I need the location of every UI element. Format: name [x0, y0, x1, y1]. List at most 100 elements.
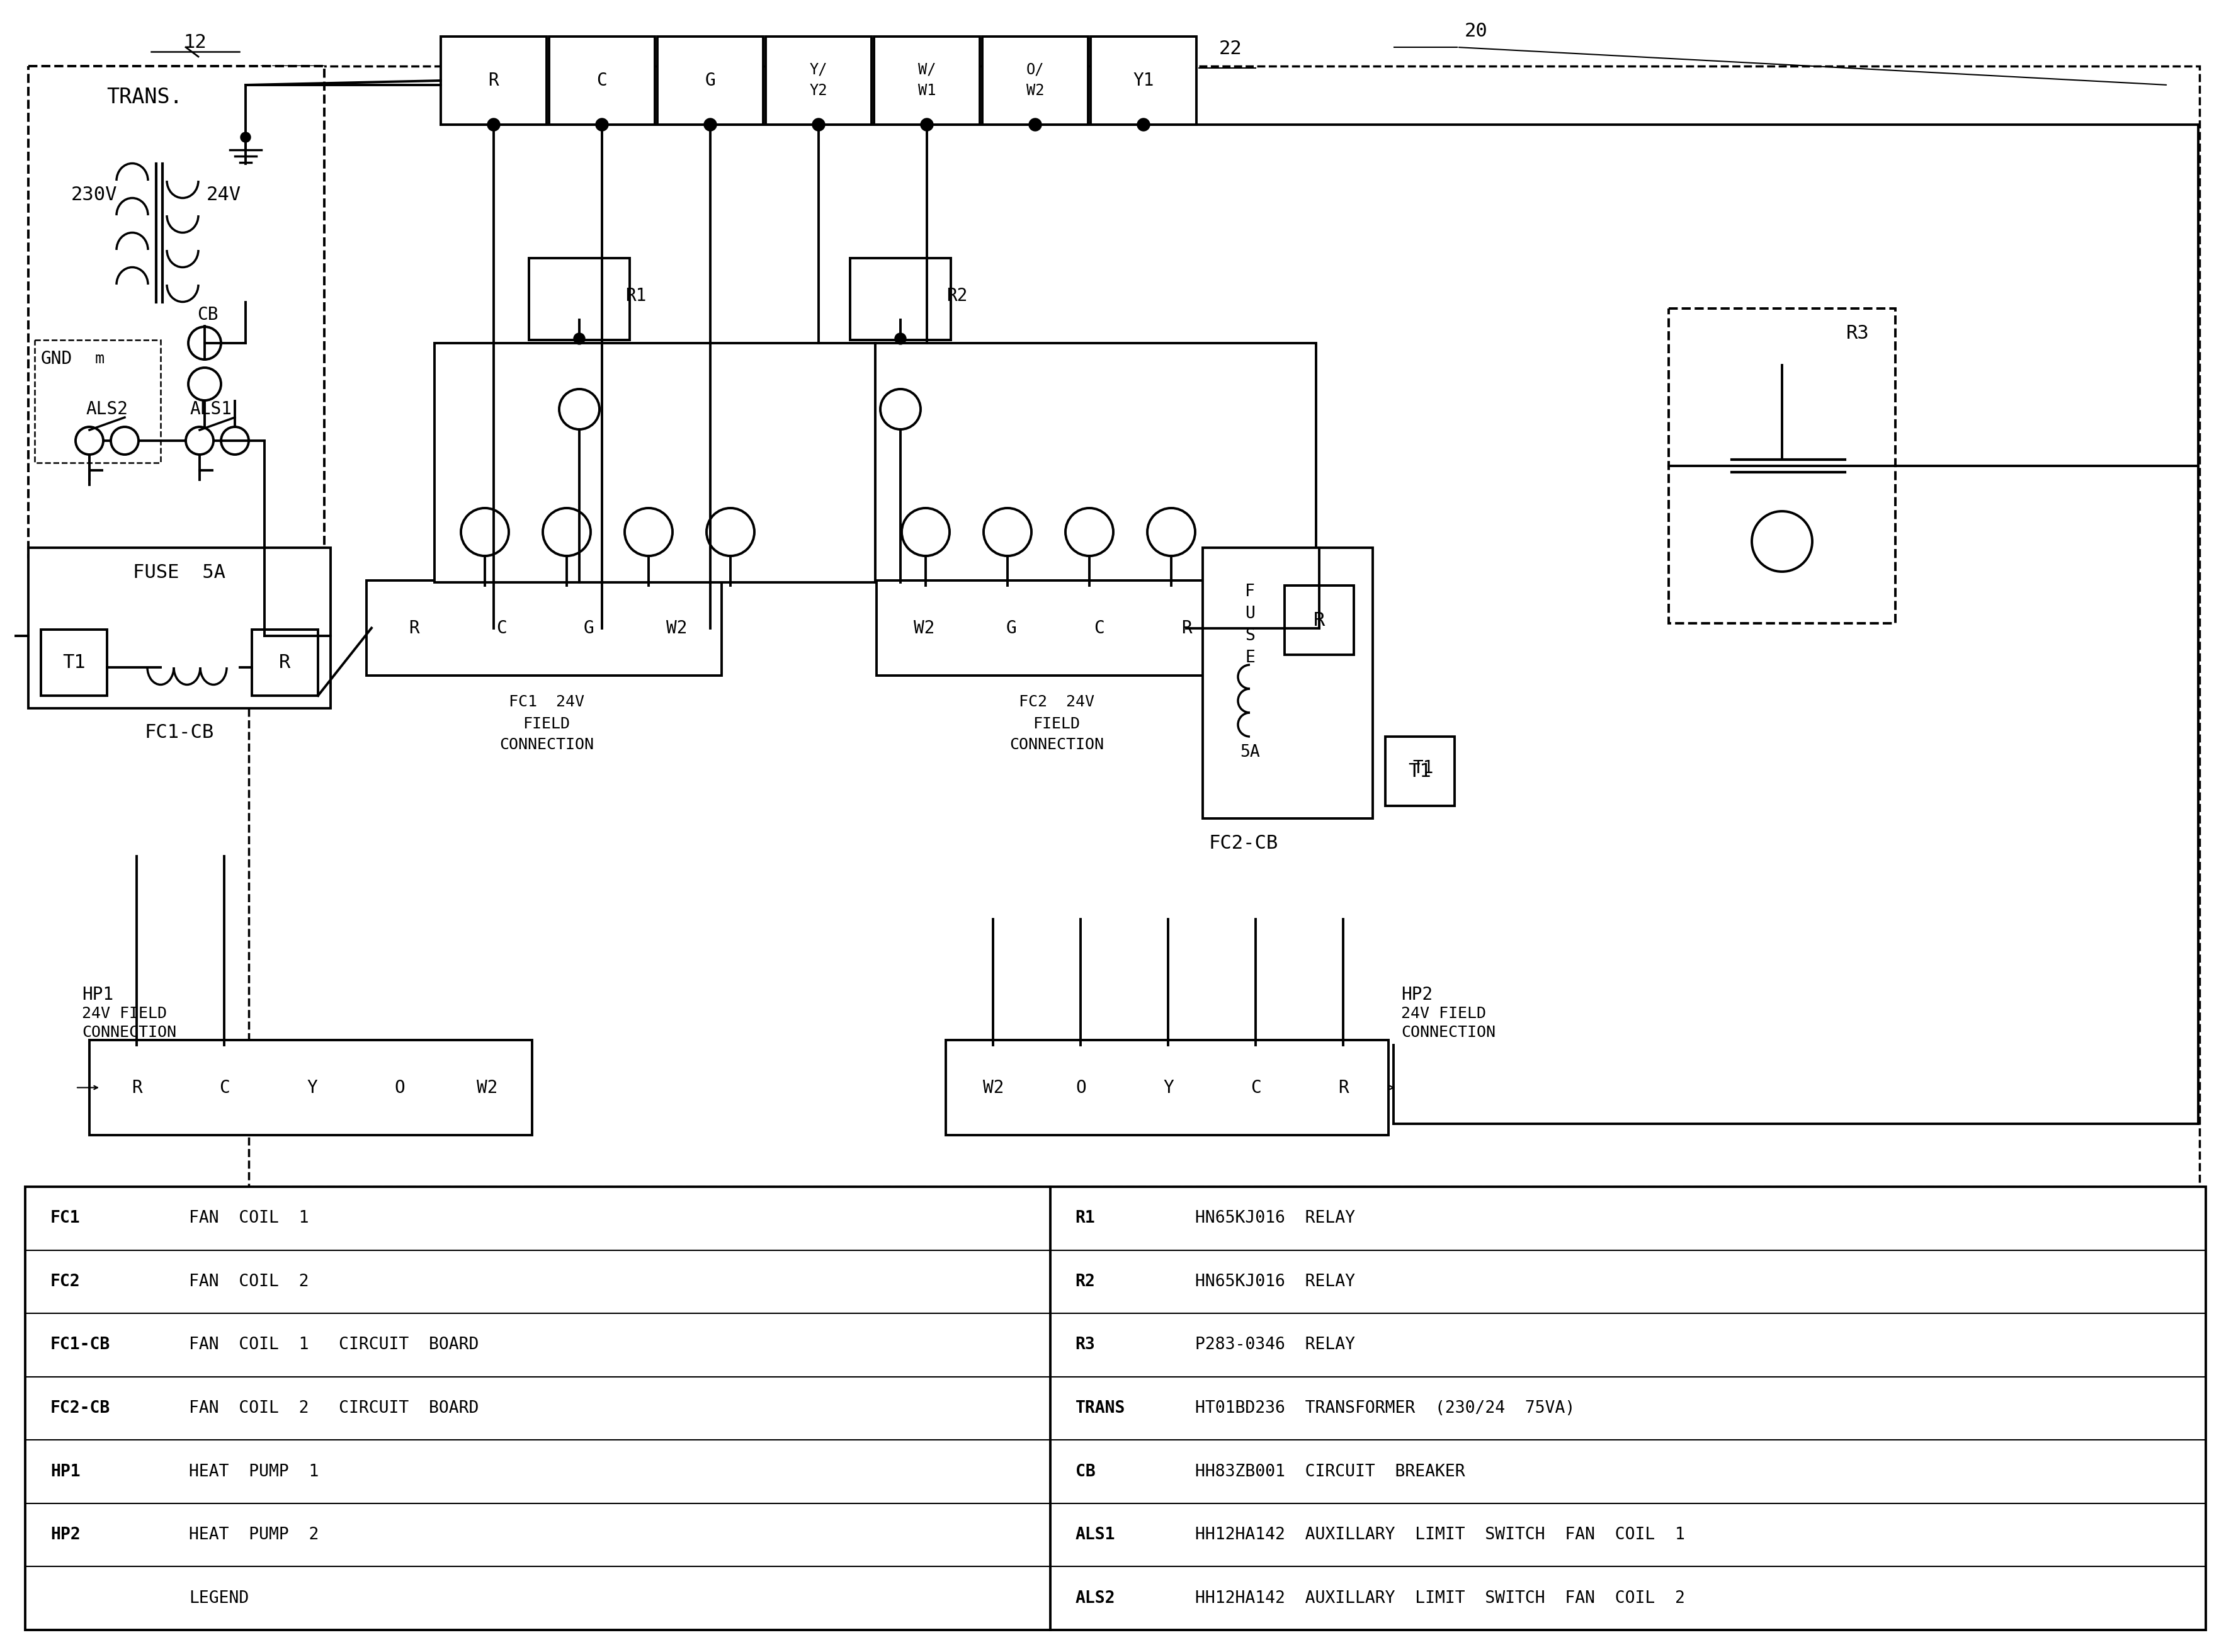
- Bar: [25, 1186, 2206, 1631]
- Text: 20: 20: [1464, 23, 1488, 41]
- Bar: [1091, 36, 1196, 124]
- Bar: [1385, 737, 1455, 806]
- Bar: [875, 36, 979, 124]
- Text: CONNECTION: CONNECTION: [1401, 1024, 1495, 1041]
- Text: Y: Y: [1162, 1079, 1174, 1097]
- Text: HP2: HP2: [1401, 986, 1432, 1003]
- Text: FIELD: FIELD: [522, 717, 571, 732]
- Text: FAN  COIL  1   CIRCUIT  BOARD: FAN COIL 1 CIRCUIT BOARD: [190, 1336, 480, 1353]
- Text: R2: R2: [1075, 1274, 1095, 1290]
- Bar: [1127, 1046, 1211, 1130]
- Text: FUSE  5A: FUSE 5A: [134, 563, 225, 582]
- Bar: [950, 1046, 1035, 1130]
- Text: FAN  COIL  1: FAN COIL 1: [190, 1211, 308, 1226]
- Text: T1: T1: [1408, 762, 1432, 780]
- Text: R: R: [489, 71, 500, 89]
- Bar: [1037, 1046, 1124, 1130]
- Text: CONNECTION: CONNECTION: [83, 1024, 176, 1041]
- Bar: [29, 548, 330, 709]
- Text: HP2: HP2: [51, 1526, 80, 1543]
- Text: FC2  24V: FC2 24V: [1020, 694, 1095, 709]
- Bar: [634, 585, 718, 671]
- Bar: [252, 629, 319, 695]
- Text: ALS1: ALS1: [190, 400, 232, 418]
- Circle shape: [921, 119, 933, 131]
- Text: HN65KJ016  RELAY: HN65KJ016 RELAY: [1196, 1274, 1354, 1290]
- Text: HEAT  PUMP  2: HEAT PUMP 2: [190, 1526, 319, 1543]
- Text: R: R: [408, 620, 419, 636]
- Text: T1: T1: [62, 654, 85, 672]
- Text: E: E: [1245, 649, 1254, 666]
- Circle shape: [573, 334, 585, 344]
- Text: G: G: [585, 620, 593, 636]
- Text: HH83ZB001  CIRCUIT  BREAKER: HH83ZB001 CIRCUIT BREAKER: [1196, 1464, 1466, 1480]
- Bar: [89, 1041, 531, 1135]
- Text: R: R: [132, 1079, 143, 1097]
- Bar: [850, 258, 950, 340]
- Bar: [549, 36, 656, 124]
- Text: ALS2: ALS2: [1075, 1591, 1116, 1606]
- Text: W2: W2: [912, 620, 935, 636]
- Text: W2: W2: [667, 620, 687, 636]
- Text: 12: 12: [183, 33, 207, 51]
- Text: Y1: Y1: [1133, 71, 1153, 89]
- Text: FC1-CB: FC1-CB: [51, 1336, 109, 1353]
- Bar: [40, 629, 107, 695]
- Bar: [946, 1041, 1388, 1135]
- Text: FC2-CB: FC2-CB: [1209, 834, 1278, 852]
- Text: R: R: [279, 654, 290, 672]
- Text: Y2: Y2: [810, 83, 828, 97]
- Text: W2: W2: [1026, 83, 1044, 97]
- Bar: [1301, 1046, 1385, 1130]
- Text: R: R: [1314, 611, 1325, 629]
- Circle shape: [596, 119, 609, 131]
- Text: W2: W2: [477, 1079, 498, 1097]
- Bar: [547, 585, 631, 671]
- Text: F: F: [1245, 583, 1254, 600]
- Text: HP1: HP1: [83, 986, 114, 1003]
- Text: Y/: Y/: [810, 61, 828, 76]
- Bar: [248, 66, 2200, 1186]
- Text: CONNECTION: CONNECTION: [1008, 737, 1104, 752]
- Text: 24V FIELD: 24V FIELD: [1401, 1006, 1486, 1021]
- Text: C: C: [596, 71, 607, 89]
- Text: O: O: [395, 1079, 404, 1097]
- Text: C: C: [1252, 1079, 1261, 1097]
- Text: O: O: [1075, 1079, 1086, 1097]
- Bar: [1057, 585, 1142, 671]
- Bar: [460, 585, 544, 671]
- Bar: [658, 36, 763, 124]
- Bar: [442, 36, 547, 124]
- Text: TRANS.: TRANS.: [107, 88, 183, 107]
- Circle shape: [705, 119, 716, 131]
- Text: 230V: 230V: [71, 187, 118, 205]
- Text: W/: W/: [917, 61, 935, 76]
- Bar: [1145, 585, 1229, 671]
- Text: G: G: [705, 71, 716, 89]
- Circle shape: [812, 119, 825, 131]
- Text: C: C: [1093, 620, 1104, 636]
- Text: W2: W2: [984, 1079, 1004, 1097]
- Text: FC1  24V: FC1 24V: [509, 694, 585, 709]
- Text: GND: GND: [40, 350, 71, 368]
- Text: R1: R1: [625, 287, 647, 304]
- Bar: [982, 36, 1089, 124]
- Text: R3: R3: [1075, 1336, 1095, 1353]
- Text: R: R: [1182, 620, 1191, 636]
- Text: FAN  COIL  2: FAN COIL 2: [190, 1274, 308, 1290]
- Bar: [1285, 585, 1354, 654]
- Text: FC1-CB: FC1-CB: [145, 724, 214, 742]
- Text: CONNECTION: CONNECTION: [500, 737, 593, 752]
- Circle shape: [1028, 119, 1042, 131]
- Bar: [765, 36, 872, 124]
- Text: T1: T1: [1412, 760, 1435, 776]
- Circle shape: [1138, 119, 1149, 131]
- Text: CB: CB: [1075, 1464, 1095, 1480]
- Bar: [183, 1046, 268, 1130]
- Text: R3: R3: [1845, 324, 1870, 344]
- Text: C: C: [219, 1079, 230, 1097]
- Bar: [1203, 548, 1372, 818]
- Text: C: C: [495, 620, 506, 636]
- Text: 24V FIELD: 24V FIELD: [83, 1006, 167, 1021]
- Bar: [1214, 1046, 1298, 1130]
